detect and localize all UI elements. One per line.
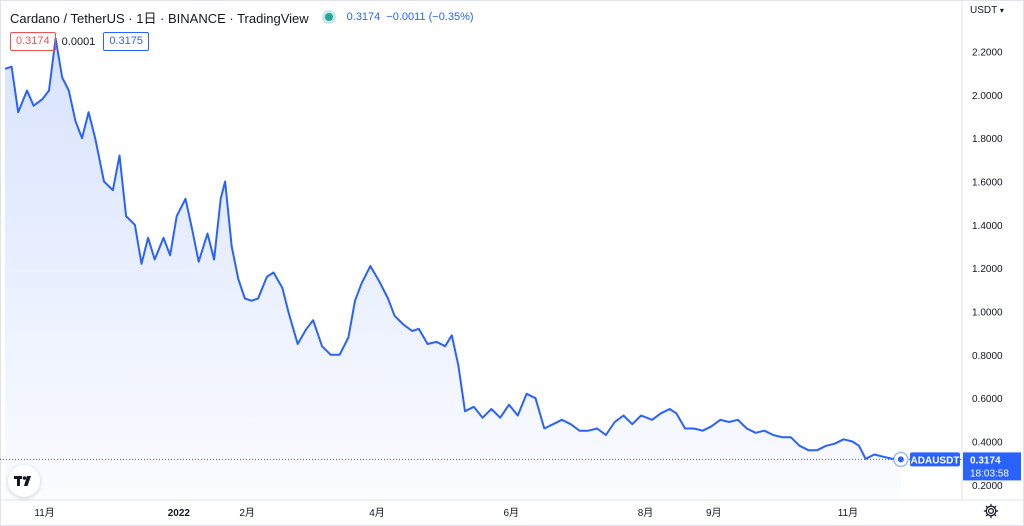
time-axis-tick-label: 6月 xyxy=(503,507,519,519)
chevron-down-icon: ▾ xyxy=(999,6,1004,15)
price-area-fill xyxy=(5,38,901,500)
last-price-marker xyxy=(893,451,909,468)
price-axis-tick-label: 0.6000 xyxy=(972,394,1003,405)
price-axis-tick-label: 0.4000 xyxy=(972,438,1003,449)
legend-last-price: 0.3174 xyxy=(346,11,381,23)
price-axis-tick-label: 1.0000 xyxy=(972,308,1003,319)
bid-price[interactable]: 0.3174 xyxy=(10,32,56,51)
live-dot-icon xyxy=(324,13,333,21)
price-axis-tick-label: 1.6000 xyxy=(972,178,1003,189)
price-line xyxy=(4,37,901,461)
price-tag-value: 0.3174 xyxy=(970,455,1001,466)
time-axis[interactable]: 11月 2022 2月 4月 6月 8月 9月 11月 xyxy=(34,507,858,519)
time-axis-tick-label: 11月 xyxy=(34,507,54,519)
legend-change: −0.0011 (−0.35%) xyxy=(386,11,474,23)
time-axis-tick-label: 2022 xyxy=(168,508,191,519)
price-axis-tick-label: 0.2000 xyxy=(972,481,1003,492)
time-axis-tick-label: 2月 xyxy=(239,507,255,519)
time-axis-tick-label: 4月 xyxy=(369,507,385,519)
bar-countdown: 18:03:58 xyxy=(970,468,1009,479)
price-axis-tick-label: 1.4000 xyxy=(972,221,1003,232)
bid-ask-panel: 0.3174 0.0001 0.3175 xyxy=(10,32,149,51)
symbol-tag: ADAUSDT xyxy=(911,455,960,466)
price-tag: ADAUSDT 0.3174 18:03:58 xyxy=(910,452,1021,481)
currency-label: USDT xyxy=(970,5,998,16)
currency-selector[interactable]: USDT ▾ xyxy=(970,5,1004,16)
spread-value: 0.0001 xyxy=(61,35,96,48)
price-axis-tick-label: 2.0000 xyxy=(972,91,1003,102)
price-axis[interactable]: 0.2000 0.4000 0.6000 0.8000 1.0000 1.2000 1.40… xyxy=(972,48,1003,492)
gear-icon[interactable] xyxy=(982,502,1000,520)
time-axis-tick-label: 9月 xyxy=(706,507,722,519)
price-axis-tick-label: 1.8000 xyxy=(972,134,1003,145)
price-axis-tick-label: 2.2000 xyxy=(972,48,1003,59)
chart-legend: Cardano / TetherUS · 1日 · BINANCE · Trad… xyxy=(10,8,474,26)
time-axis-tick-label: 8月 xyxy=(638,507,654,519)
ask-price[interactable]: 0.3175 xyxy=(103,32,149,51)
symbol-tag-background xyxy=(910,452,960,467)
price-tag-background xyxy=(963,452,1021,481)
time-axis-tick-label: 11月 xyxy=(838,507,858,519)
price-axis-tick-label: 1.2000 xyxy=(972,264,1003,275)
symbol-title[interactable]: Cardano / TetherUS · 1日 · BINANCE · Trad… xyxy=(10,10,309,26)
tradingview-logo-icon[interactable] xyxy=(8,465,40,497)
price-axis-tick-label: 0.8000 xyxy=(972,351,1003,362)
